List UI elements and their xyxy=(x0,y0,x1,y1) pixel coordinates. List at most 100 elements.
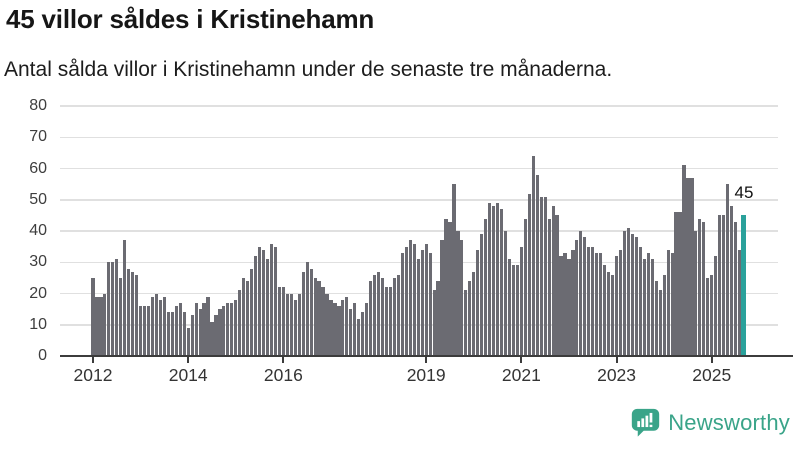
gridline xyxy=(60,167,778,170)
bar xyxy=(674,212,678,356)
y-tick-label: 40 xyxy=(29,222,47,239)
bar xyxy=(539,196,543,356)
x-tick-label: 2012 xyxy=(73,365,113,385)
chart-subtitle: Antal sålda villor i Kristinehamn under … xyxy=(4,58,613,81)
bar xyxy=(488,202,492,356)
bar xyxy=(353,302,357,356)
bar xyxy=(321,287,325,356)
bar xyxy=(178,302,182,356)
bar xyxy=(551,206,555,356)
bar xyxy=(412,243,416,356)
bar xyxy=(158,299,163,356)
bar xyxy=(511,265,516,356)
y-tick-label: 50 xyxy=(29,190,47,208)
y-tick-label: 70 xyxy=(29,128,47,146)
bar xyxy=(123,240,127,356)
bar xyxy=(242,277,246,356)
bar xyxy=(361,312,365,356)
bar xyxy=(492,206,496,356)
bar xyxy=(726,184,730,356)
bar xyxy=(515,265,519,356)
bar xyxy=(373,274,377,356)
bar xyxy=(127,268,131,356)
x-axis-tick xyxy=(187,357,190,364)
bar xyxy=(702,221,706,356)
bar xyxy=(198,309,202,356)
bar xyxy=(222,306,226,356)
y-tick-label: 20 xyxy=(29,284,47,302)
bar xyxy=(305,262,309,356)
bar xyxy=(95,296,99,356)
bar-chart: 0 10 20 30 40 50 60 70 80 2012 2014 2016 2019 2021 20… xyxy=(29,98,793,385)
bar xyxy=(440,240,444,356)
bar xyxy=(99,296,103,356)
bar-chart-bubble-icon xyxy=(632,408,660,437)
bar xyxy=(416,259,420,356)
bar xyxy=(273,246,278,356)
bar xyxy=(495,202,500,356)
bar xyxy=(269,243,274,356)
bar xyxy=(376,271,381,356)
bar xyxy=(626,227,631,356)
bar xyxy=(634,237,638,356)
page-title: 45 villor såldes i Kristinehamn xyxy=(6,4,375,34)
bar xyxy=(424,243,428,356)
bar xyxy=(527,193,531,356)
bar xyxy=(281,287,285,356)
bar xyxy=(555,215,559,356)
bar xyxy=(384,287,389,356)
bar xyxy=(91,277,95,356)
bar xyxy=(214,315,218,356)
bar xyxy=(317,281,321,356)
bar xyxy=(686,177,690,356)
bar xyxy=(547,218,551,356)
bar xyxy=(150,296,155,356)
bar xyxy=(396,274,400,356)
bar xyxy=(706,277,710,356)
bar xyxy=(666,249,670,356)
bar xyxy=(341,299,345,356)
bar xyxy=(392,277,397,356)
x-tick-label: 2023 xyxy=(597,365,637,385)
bar xyxy=(583,237,587,356)
x-axis-tick xyxy=(520,357,523,364)
bar xyxy=(277,287,282,356)
bar xyxy=(297,293,301,356)
bar xyxy=(468,281,472,356)
bar xyxy=(230,302,234,356)
bar xyxy=(448,221,452,356)
bar xyxy=(154,293,159,356)
bar xyxy=(722,215,726,356)
x-tick-label: 2016 xyxy=(263,365,303,385)
bar xyxy=(329,299,333,356)
bar xyxy=(476,249,480,356)
bar xyxy=(595,252,599,356)
bar xyxy=(285,293,289,356)
bar xyxy=(400,252,404,356)
newsworthy-logo[interactable]: Newsworthy xyxy=(630,407,790,438)
x-tick-label: 2021 xyxy=(501,365,541,385)
bar xyxy=(162,296,166,356)
bar xyxy=(103,293,107,356)
bar xyxy=(226,302,230,356)
bar xyxy=(218,309,222,356)
bar xyxy=(293,299,297,356)
bar xyxy=(436,281,440,356)
bar xyxy=(599,252,603,356)
bar xyxy=(337,306,341,356)
bar xyxy=(115,259,119,356)
bar xyxy=(301,271,305,356)
y-tick-label: 10 xyxy=(29,315,47,333)
bar xyxy=(622,231,627,356)
bar xyxy=(658,290,662,356)
bar xyxy=(559,256,563,356)
bar xyxy=(325,293,329,356)
bar xyxy=(428,252,432,356)
bar xyxy=(571,249,575,356)
x-tick-label: 2019 xyxy=(406,365,446,385)
bar xyxy=(357,318,361,356)
bar xyxy=(682,165,686,356)
bar xyxy=(507,259,512,356)
bar xyxy=(444,218,448,356)
